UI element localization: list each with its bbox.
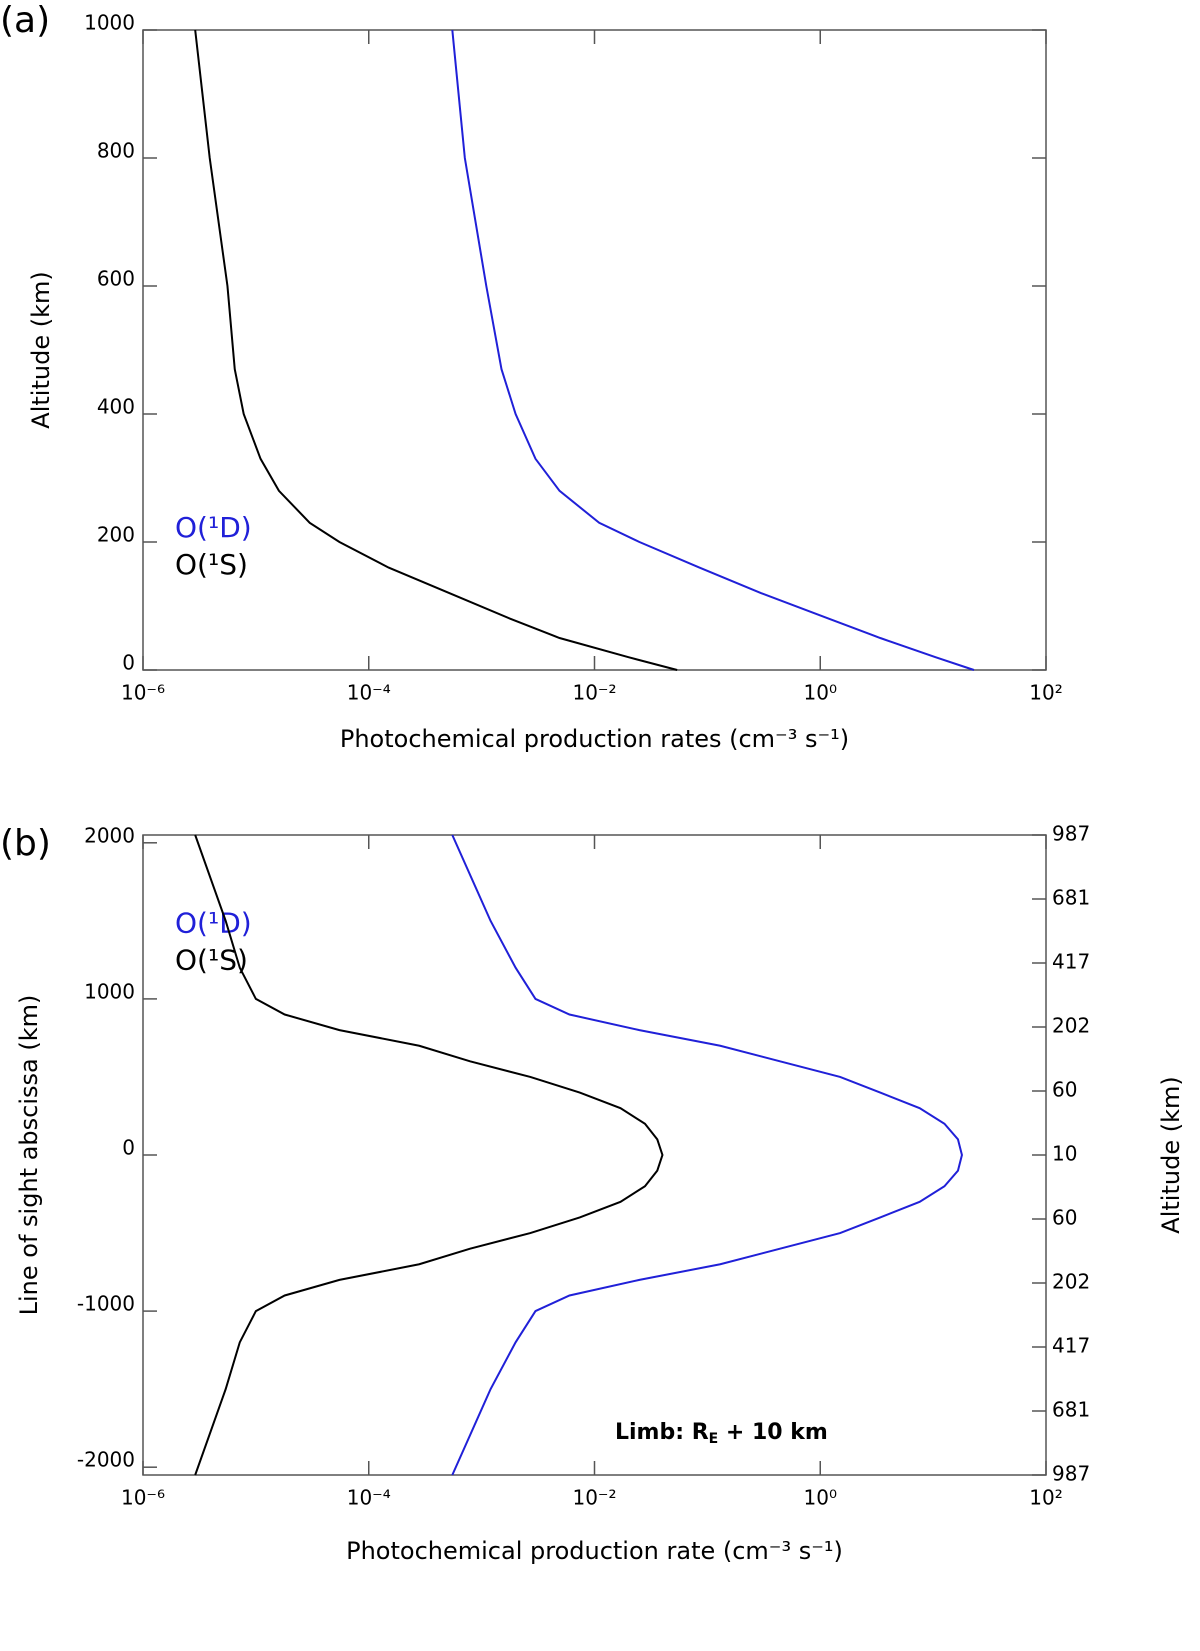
plot-frame bbox=[142, 834, 1047, 1476]
y-tick-label: -1000 bbox=[77, 1292, 135, 1316]
x-axis-label: Photochemical production rate (cm⁻³ s⁻¹) bbox=[346, 1537, 843, 1565]
x-tick-label: 10⁻⁶ bbox=[121, 681, 165, 705]
annotation-part: + 10 km bbox=[718, 1420, 828, 1445]
x-tick-label: 10⁻⁴ bbox=[347, 1486, 391, 1510]
y2-tick-label: 60 bbox=[1052, 1078, 1077, 1102]
legend-entry: O(¹D) bbox=[175, 907, 252, 940]
y-tick-label: 1000 bbox=[84, 979, 135, 1003]
plot-frame bbox=[142, 29, 1047, 671]
y-tick-label: 600 bbox=[97, 267, 135, 291]
y-axis-label: Altitude (km) bbox=[27, 271, 55, 428]
panel-label: (b) bbox=[0, 823, 51, 864]
y-tick-label: 400 bbox=[97, 395, 135, 419]
y-tick-label: 0 bbox=[122, 1136, 135, 1160]
series-line bbox=[194, 834, 664, 1476]
x-tick-label: 10⁻² bbox=[572, 1486, 616, 1510]
legend-entry: O(¹S) bbox=[175, 944, 248, 977]
y2-tick-label: 987 bbox=[1052, 822, 1090, 846]
x-tick-label: 10⁰ bbox=[804, 681, 837, 705]
y-tick-label: 800 bbox=[97, 139, 135, 163]
y-tick-label: 200 bbox=[97, 523, 135, 547]
y2-tick-label: 417 bbox=[1052, 1334, 1090, 1358]
y2-tick-label: 202 bbox=[1052, 1014, 1090, 1038]
y-tick-label: -2000 bbox=[77, 1448, 135, 1472]
chart-panel: 10⁻⁶ 10⁻⁴ 10⁻² 10⁰ 10² 0 200 400 600 800 1000 Photo… bbox=[0, 0, 1063, 753]
panel-label: (a) bbox=[0, 0, 50, 41]
series-line bbox=[194, 29, 678, 671]
y2-tick-label: 987 bbox=[1052, 1462, 1090, 1486]
x-axis-label: Photochemical production rates (cm⁻³ s⁻¹… bbox=[340, 725, 849, 753]
y-tick-label: 1000 bbox=[84, 11, 135, 35]
y-tick-label: 0 bbox=[122, 651, 135, 675]
y2-tick-label: 417 bbox=[1052, 950, 1090, 974]
y-axis-label: Line of sight abscissa (km) bbox=[15, 995, 43, 1316]
x-tick-label: 10⁻⁶ bbox=[121, 1486, 165, 1510]
legend-entry: O(¹D) bbox=[175, 511, 252, 544]
series-line bbox=[451, 834, 963, 1476]
y2-tick-label: 681 bbox=[1052, 886, 1090, 910]
x-tick-label: 10⁻⁴ bbox=[347, 681, 391, 705]
series-line bbox=[451, 29, 975, 671]
annotation: Limb: RE + 10 km bbox=[615, 1420, 828, 1447]
x-tick-label: 10² bbox=[1029, 1486, 1062, 1510]
annotation-part: E bbox=[709, 1431, 719, 1447]
chart-panel: 10⁻⁶ 10⁻⁴ 10⁻² 10⁰ 10² -2000 -1000 0 1000 2000 987… bbox=[0, 822, 1185, 1566]
y2-tick-label: 10 bbox=[1052, 1142, 1077, 1166]
y2-axis-label: Altitude (km) bbox=[1157, 1076, 1185, 1233]
y2-tick-label: 202 bbox=[1052, 1270, 1090, 1294]
y2-tick-label: 681 bbox=[1052, 1398, 1090, 1422]
x-tick-label: 10⁰ bbox=[804, 1486, 837, 1510]
y2-tick-label: 60 bbox=[1052, 1206, 1077, 1230]
y-tick-label: 2000 bbox=[84, 823, 135, 847]
x-tick-label: 10² bbox=[1029, 681, 1062, 705]
legend-entry: O(¹S) bbox=[175, 548, 248, 581]
x-tick-label: 10⁻² bbox=[572, 681, 616, 705]
annotation-part: Limb: R bbox=[615, 1420, 709, 1445]
